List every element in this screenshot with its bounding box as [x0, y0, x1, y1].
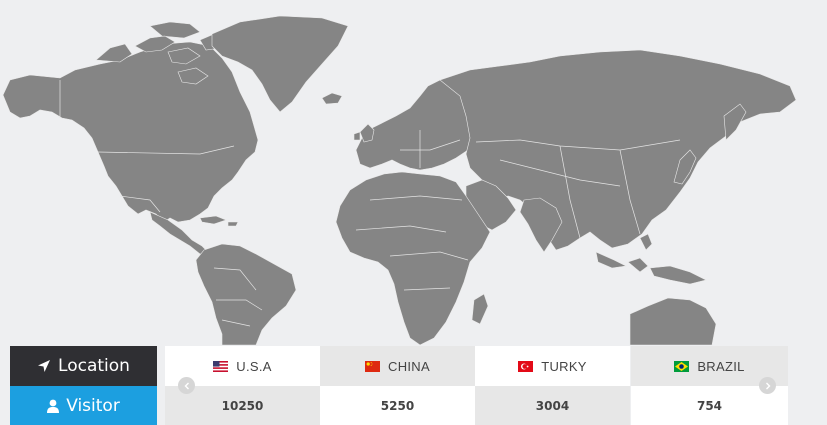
visitor-count: 3004: [535, 398, 570, 413]
visitor-label: Visitor: [10, 386, 157, 425]
japan-region: [673, 149, 697, 185]
country-column-turkey: TURKY 3004: [475, 346, 630, 425]
visitor-count-cell: 3004: [475, 386, 630, 425]
visitor-count: 5250: [380, 398, 415, 413]
greenland-region: [211, 15, 349, 113]
southeast-asia-islands: [595, 233, 707, 285]
flag-china-icon: [365, 360, 381, 372]
country-name: U.S.A: [236, 358, 272, 374]
chevron-left-icon: [184, 382, 189, 389]
flag-brazil-icon: [674, 360, 690, 372]
country-column-china: CHINA 5250: [320, 346, 475, 425]
australia-region: [629, 297, 717, 345]
country-name: TURKY: [541, 358, 587, 374]
india-region: [519, 197, 563, 253]
arctic-islands: [95, 21, 227, 85]
caribbean-islands: [199, 215, 239, 227]
iceland-region: [321, 92, 343, 105]
carousel-prev-button[interactable]: [178, 377, 195, 394]
madagascar-region: [471, 293, 489, 325]
carousel-next-button[interactable]: [759, 377, 776, 394]
flag-turkey-icon: [518, 360, 534, 372]
location-label-text: Location: [58, 356, 130, 376]
country-name: CHINA: [388, 358, 430, 374]
kamchatka-region: [723, 103, 747, 141]
row-labels: Location Visitor: [10, 346, 157, 425]
country-carousel: U.S.A 10250 CHINA 5250: [165, 346, 788, 425]
location-arrow-icon: [38, 360, 51, 372]
user-icon: [47, 399, 60, 413]
visitor-count: 10250: [221, 398, 264, 413]
visitor-stats-panel: Location Visitor U.S.A: [10, 346, 788, 425]
africa-region: [335, 171, 491, 345]
flag-usa-icon: [213, 360, 229, 372]
north-america-region: [2, 41, 259, 223]
location-label: Location: [10, 346, 157, 386]
country-borders: [59, 80, 681, 327]
country-cell: CHINA: [320, 346, 475, 386]
central-america-region: [149, 211, 209, 255]
visitor-count-cell: 5250: [320, 386, 475, 425]
visitor-label-text: Visitor: [66, 395, 120, 416]
visitor-count: 754: [696, 398, 723, 413]
country-name: BRAZIL: [697, 358, 745, 374]
country-cell: TURKY: [475, 346, 630, 386]
south-america-region: [195, 243, 297, 345]
chevron-right-icon: [765, 382, 770, 389]
british-isles: [353, 123, 375, 143]
world-map: [2, 15, 797, 345]
map-landmasses: [2, 15, 797, 345]
